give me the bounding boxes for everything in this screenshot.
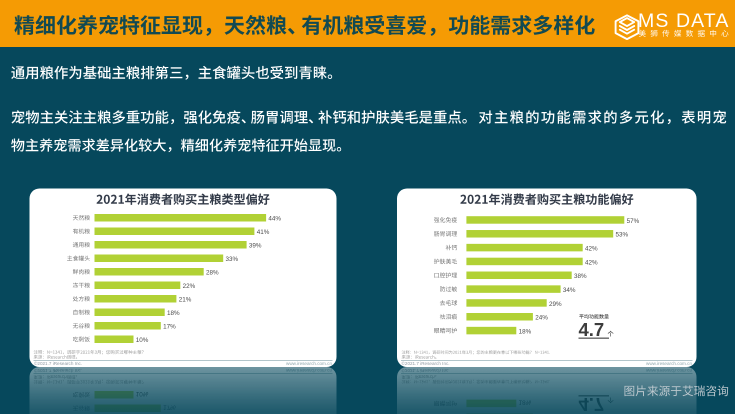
svg-text:57%: 57% [627,218,640,225]
svg-text:29%: 29% [549,301,562,308]
svg-text:38%: 38% [574,273,587,280]
svg-text:www.iresearch.com.cn: www.iresearch.com.cn [646,361,692,366]
svg-text:©2021.7 iResearch Inc.: ©2021.7 iResearch Inc. [402,360,450,366]
svg-text:33%: 33% [226,256,239,263]
svg-text:18%: 18% [519,329,532,336]
svg-text:28%: 28% [206,270,219,277]
svg-text:17%: 17% [163,324,176,331]
svg-text:24%: 24% [535,315,548,322]
svg-text:41%: 41% [257,229,270,236]
svg-text:22%: 22% [183,283,196,290]
svg-text:www.iresearch.com.cn: www.iresearch.com.cn [286,361,332,366]
svg-text:34%: 34% [563,287,576,294]
svg-text:18%: 18% [167,310,180,317]
svg-text:39%: 39% [249,243,262,250]
svg-text:10%: 10% [136,337,149,344]
svg-text:44%: 44% [268,216,281,223]
svg-text:4.7: 4.7 [579,319,605,340]
svg-text:42%: 42% [585,259,598,266]
svg-text:MS DATA: MS DATA [638,10,729,32]
svg-text:53%: 53% [616,232,629,239]
svg-text:21%: 21% [179,297,192,304]
svg-text:©2021.7 iResearch Inc.: ©2021.7 iResearch Inc. [34,360,82,366]
svg-text:42%: 42% [585,246,598,253]
